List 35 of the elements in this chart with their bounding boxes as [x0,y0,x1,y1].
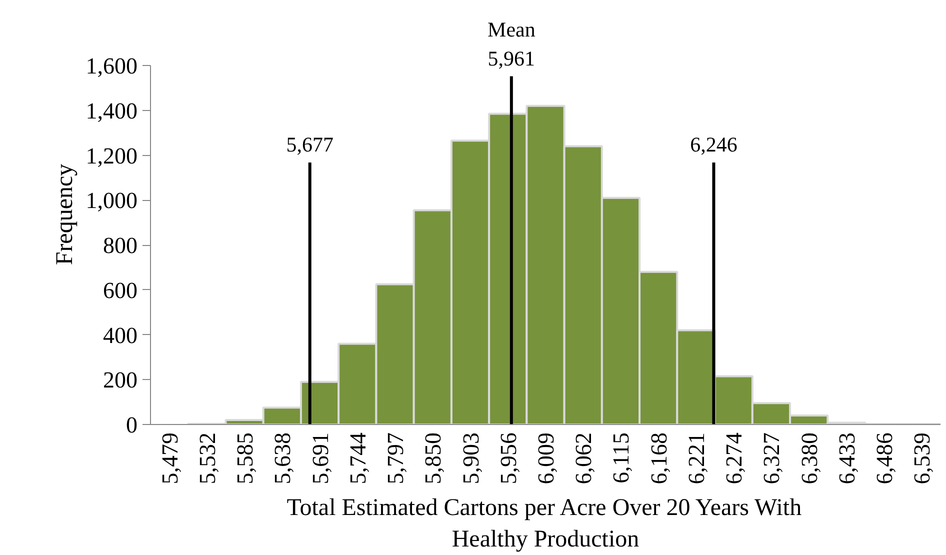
x-axis-title: Total Estimated Cartons per Acre Over 20 Years With Healthy Production [286,495,802,552]
x-tick-label: 6,221 [684,432,709,484]
x-tick-label: 6,168 [646,432,672,484]
y-tick-label: 1,400 [86,98,138,124]
y-tick-label: 1,600 [86,54,138,79]
ref-line-label: Mean 5,961 [488,18,536,71]
y-tick-label: 1,200 [86,143,138,168]
x-tick-label: 6,009 [534,432,558,484]
y-axis-title: Frequency [52,164,78,266]
y-tick-label: 400 [103,322,138,348]
ref-line-label: 6,246 [690,132,738,157]
x-tick-label: 5,691 [308,432,333,484]
x-tick-label: 6,539 [910,432,935,484]
ref-line-label: 5,677 [286,132,334,157]
y-tick-label: 200 [103,368,138,393]
x-tick-label: 6,433 [834,432,860,484]
x-tick-label: 6,327 [759,432,784,484]
x-tick-label: 5,638 [270,432,296,484]
x-tick-label: 6,115 [608,432,634,484]
y-tick-label: 0 [126,412,138,438]
x-tick-label: 5,479 [157,432,182,484]
x-tick-label: 5,956 [496,432,521,484]
x-tick-label: 5,532 [194,432,220,484]
x-tick-label: 5,850 [420,432,446,484]
x-tick-label: 5,744 [345,432,370,484]
x-tick-label: 6,062 [571,432,596,484]
y-tick-label: 600 [103,278,138,303]
x-tick-label: 5,585 [232,432,258,484]
x-tick-label: 5,903 [458,432,484,484]
x-tick-label: 6,380 [796,432,822,484]
y-tick-label: 800 [103,233,138,258]
x-tick-label: 6,486 [872,432,898,484]
x-tick-label: 5,797 [383,432,408,484]
y-tick-label: 1,000 [86,188,138,214]
x-tick-label: 6,274 [722,432,747,484]
